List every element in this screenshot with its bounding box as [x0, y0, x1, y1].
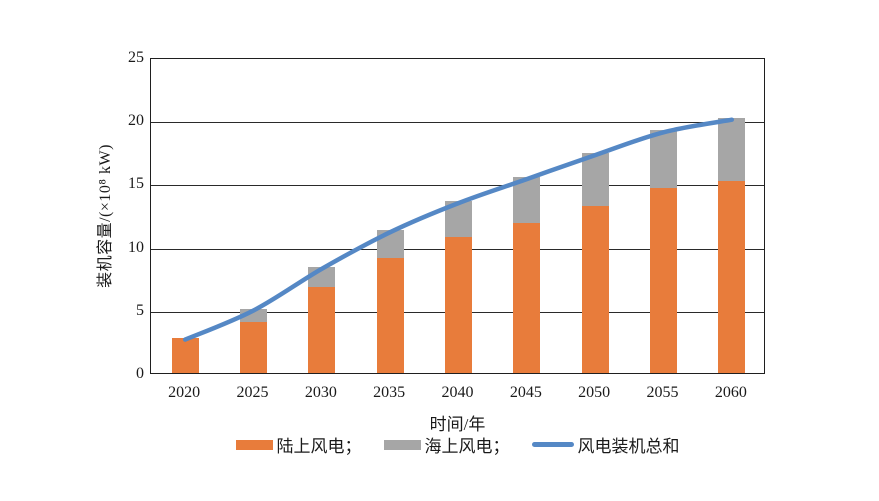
bar-group-2060	[718, 57, 746, 373]
y-tick-label-25: 25	[128, 49, 144, 66]
bar-onshore-2025	[240, 322, 267, 373]
x-axis-title: 时间/年	[429, 415, 486, 434]
y-tick-label-0: 0	[136, 365, 144, 382]
bar-onshore-2040	[445, 236, 472, 373]
x-tick-label-2020: 2020	[168, 384, 201, 401]
y-tick-label-5: 5	[136, 301, 144, 319]
bar-group-2050	[581, 57, 609, 373]
bar-onshore-2030	[308, 287, 336, 373]
bar-group-2020	[171, 57, 199, 373]
x-tick-label-2050: 2050	[578, 384, 611, 401]
bar-offshore-2035	[376, 230, 404, 258]
bar-group-2055	[650, 57, 677, 373]
y-tick-label-10: 10	[128, 238, 144, 256]
y-tick-label-20: 20	[128, 112, 144, 130]
bar-group-2035	[376, 57, 404, 373]
x-tick-label-2040: 2040	[441, 384, 474, 401]
bar-offshore-2050	[581, 153, 609, 207]
x-tick-label-2025: 2025	[236, 384, 269, 401]
bar-offshore-2060	[718, 117, 746, 181]
offshore-swatch-icon	[383, 439, 421, 450]
bar-offshore-2045	[513, 177, 541, 223]
legend-label-total: 风电装机总和	[577, 437, 680, 456]
bar-group-2045	[513, 57, 541, 373]
bar-group-2030	[308, 57, 336, 373]
legend-label-offshore: 海上风电；	[424, 437, 510, 456]
bar-onshore-2060	[718, 180, 746, 373]
bar-offshore-2030	[308, 266, 336, 288]
legend-label-onshore: 陆上风电；	[276, 437, 362, 456]
x-tick-label-2045: 2045	[509, 384, 542, 401]
bar-onshore-2050	[581, 206, 609, 373]
bar-offshore-2025	[240, 308, 267, 323]
bar-offshore-2040	[445, 201, 472, 237]
y-axis-title: 装机容量/(×10⁸ kW)	[97, 144, 114, 288]
x-tick-label-2035: 2035	[373, 384, 406, 401]
y-tick-label-15: 15	[128, 175, 144, 193]
x-tick-label-2060: 2060	[714, 384, 747, 401]
legend-item-total: 风电装机总和	[531, 432, 680, 457]
bar-offshore-2055	[650, 130, 677, 189]
total-line-swatch-icon	[531, 442, 574, 447]
x-tick-label-2055: 2055	[646, 384, 679, 401]
legend-item-onshore: 陆上风电；	[235, 432, 362, 457]
bar-group-2040	[445, 57, 472, 373]
bar-onshore-2055	[650, 188, 677, 373]
plot-area	[150, 58, 765, 374]
bar-onshore-2020	[171, 337, 199, 373]
bar-onshore-2035	[376, 257, 404, 373]
legend: 陆上风电； 海上风电； 风电装机总和	[150, 432, 765, 457]
bar-onshore-2045	[513, 222, 541, 373]
bar-group-2025	[240, 57, 267, 373]
legend-item-offshore: 海上风电；	[383, 432, 510, 457]
x-tick-label-2030: 2030	[304, 384, 337, 401]
onshore-swatch-icon	[235, 439, 273, 450]
